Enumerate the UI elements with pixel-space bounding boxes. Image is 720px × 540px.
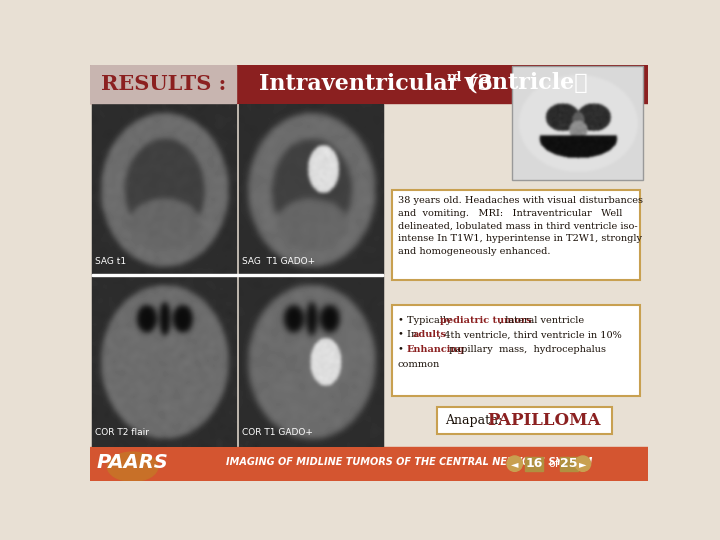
- Text: IMAGING OF MIDLINE TUMORS OF THE CENTRAL NERVOUS SYSTEM: IMAGING OF MIDLINE TUMORS OF THE CENTRAL…: [225, 457, 592, 467]
- Text: Intraventricular (3: Intraventricular (3: [259, 72, 492, 94]
- Text: COR T1 GADO+: COR T1 GADO+: [242, 428, 312, 437]
- Text: Enhancing: Enhancing: [406, 345, 464, 354]
- Text: , 4th ventricle, third ventricle in 10%: , 4th ventricle, third ventricle in 10%: [438, 330, 622, 340]
- Bar: [525, 457, 544, 470]
- Text: PAPILLOMA: PAPILLOMA: [487, 412, 601, 429]
- FancyBboxPatch shape: [392, 190, 640, 280]
- Text: SAG t1: SAG t1: [94, 256, 126, 266]
- Bar: [91, 276, 235, 447]
- Bar: [239, 104, 383, 275]
- Text: SAG  T1 GADO+: SAG T1 GADO+: [242, 256, 315, 266]
- Text: ◄: ◄: [511, 458, 518, 469]
- Text: • Typically: • Typically: [397, 316, 454, 325]
- Text: RESULTS :: RESULTS :: [101, 74, 226, 94]
- Bar: [90, 65, 235, 103]
- Text: of: of: [549, 458, 559, 469]
- Text: ►: ►: [579, 458, 587, 469]
- Circle shape: [507, 456, 523, 471]
- FancyBboxPatch shape: [392, 305, 640, 396]
- Text: common: common: [397, 360, 440, 369]
- Bar: [239, 276, 383, 447]
- Text: COR T2 flair: COR T2 flair: [94, 428, 148, 437]
- Bar: [559, 457, 578, 470]
- Bar: [90, 65, 648, 103]
- Text: •: •: [397, 345, 410, 354]
- Bar: [91, 104, 235, 275]
- Text: ventricle⧑: ventricle⧑: [457, 72, 588, 94]
- Text: 16: 16: [526, 457, 543, 470]
- Text: papillary  mass,  hydrocephalus: papillary mass, hydrocephalus: [446, 345, 606, 354]
- Text: • In: • In: [397, 330, 420, 340]
- Ellipse shape: [107, 452, 158, 481]
- Text: rd: rd: [446, 71, 462, 84]
- Text: 25: 25: [560, 457, 577, 470]
- Text: adults: adults: [413, 330, 446, 340]
- Bar: [90, 447, 648, 481]
- FancyBboxPatch shape: [437, 407, 612, 434]
- Circle shape: [575, 456, 590, 471]
- Text: PAARS: PAARS: [96, 453, 168, 471]
- Bar: [512, 66, 644, 180]
- Bar: [91, 274, 383, 276]
- Text: 38 years old. Headaches with visual disturbances
and  vomiting.   MRI:   Intrave: 38 years old. Headaches with visual dist…: [398, 195, 644, 256]
- Text: Anapath:: Anapath:: [445, 414, 510, 427]
- Text: , lateral ventricle: , lateral ventricle: [499, 316, 585, 325]
- Text: pediatric tumors: pediatric tumors: [439, 316, 531, 325]
